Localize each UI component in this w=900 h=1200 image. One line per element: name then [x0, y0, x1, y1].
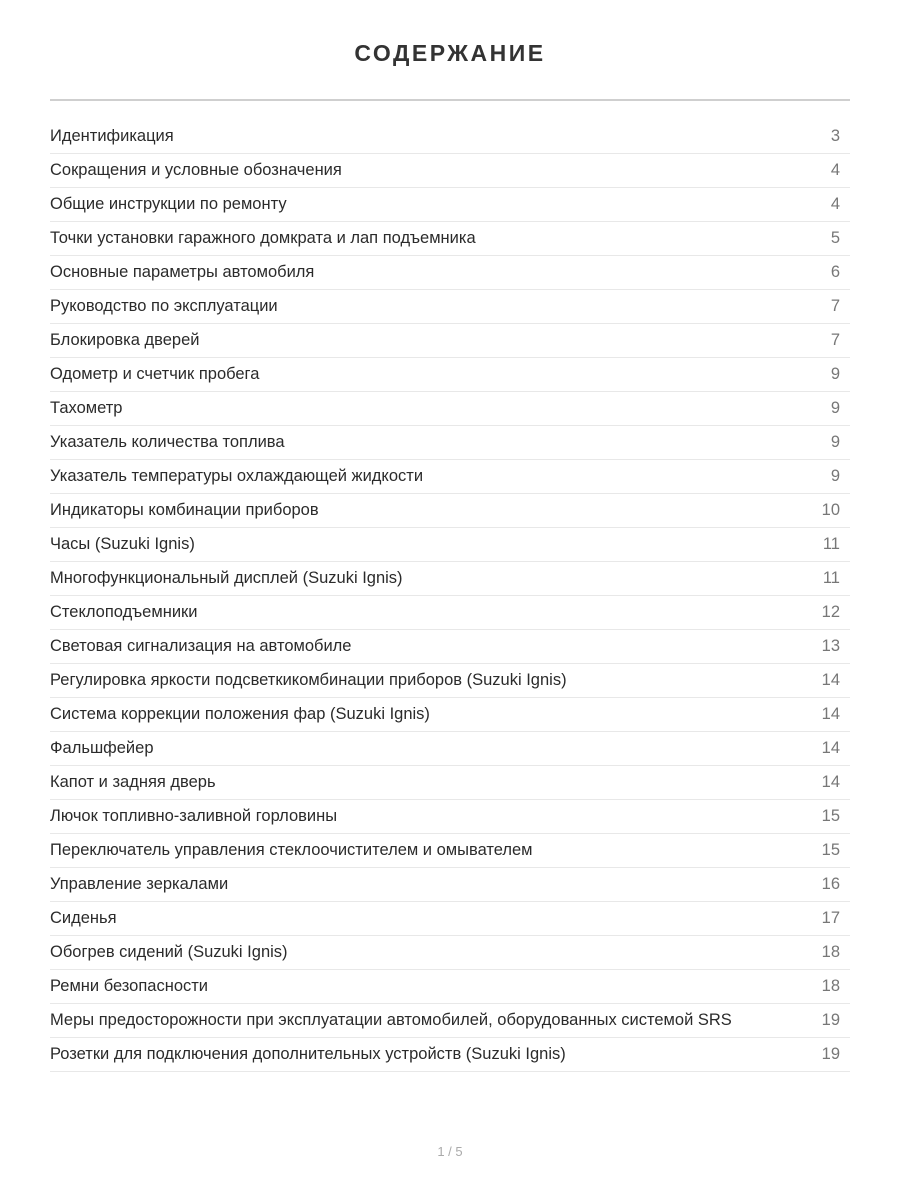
toc-entry-title[interactable]: Стеклоподъемники — [50, 603, 198, 621]
toc-entry[interactable]: Ремни безопасности 18 — [50, 970, 850, 1004]
toc-entry-page: 16 — [821, 875, 840, 893]
toc-entry-title[interactable]: Ремни безопасности — [50, 977, 209, 995]
toc-entry-page: 14 — [821, 739, 840, 757]
toc-entry-page: 12 — [821, 603, 840, 621]
toc-entry-page: 13 — [821, 637, 840, 655]
toc-entry-page: 11 — [822, 535, 840, 553]
toc-entry[interactable]: Световая сигнализация на автомобиле 13 — [50, 630, 850, 664]
toc-entry-page: 3 — [830, 127, 840, 145]
toc-entry[interactable]: Точки установки гаражного домкрата и лап… — [50, 222, 850, 256]
toc-entry[interactable]: Капот и задняя дверь 14 — [50, 766, 850, 800]
toc-entry-page: 9 — [830, 399, 840, 417]
toc-entry-title[interactable]: Обогрев сидений (Suzuki Ignis) — [50, 943, 288, 961]
toc-entry[interactable]: Переключатель управления стеклоочистител… — [50, 834, 850, 868]
toc-entry[interactable]: Фальшфейер 14 — [50, 732, 850, 766]
toc-entry-title[interactable]: Управление зеркалами — [50, 875, 229, 893]
toc-entry-page: 9 — [830, 433, 840, 451]
toc-entry[interactable]: Идентификация 3 — [50, 120, 850, 154]
toc-entry-title[interactable]: Основные параметры автомобиля — [50, 263, 315, 281]
toc-entry[interactable]: Лючок топливно-заливной горловины 15 — [50, 800, 850, 834]
page-title: СОДЕРЖАНИЕ — [354, 40, 546, 66]
table-of-contents: Идентификация 3 Сокращения и условные обоз… — [50, 120, 850, 1072]
toc-entry-title[interactable]: Сокращения и условные обозначения — [50, 161, 342, 179]
toc-entry[interactable]: Общие инструкции по ремонту 4 — [50, 188, 850, 222]
toc-entry-title[interactable]: Блокировка дверей — [50, 331, 200, 349]
toc-entry-page: 18 — [821, 977, 840, 995]
toc-entry[interactable]: Индикаторы комбинации приборов 10 — [50, 494, 850, 528]
toc-entry-page: 19 — [821, 1045, 840, 1063]
toc-entry-title[interactable]: Фальшфейер — [50, 739, 154, 757]
toc-entry-page: 14 — [821, 705, 840, 723]
toc-entry-title[interactable]: Идентификация — [50, 127, 174, 145]
toc-entry-title[interactable]: Указатель температуры охлаждающей жидкос… — [50, 467, 424, 485]
toc-entry-page: 15 — [821, 841, 840, 859]
toc-entry[interactable]: Многофункциональный дисплей (Suzuki Igni… — [50, 562, 850, 596]
toc-entry-page: 9 — [830, 467, 840, 485]
toc-entry-page: 14 — [821, 773, 840, 791]
toc-entry[interactable]: Розетки для подключения дополнительных у… — [50, 1038, 850, 1072]
toc-entry-title[interactable]: Лючок топливно-заливной горловины — [50, 807, 338, 825]
page-indicator: 1 / 5 — [437, 1144, 463, 1159]
toc-entry-page: 14 — [821, 671, 840, 689]
toc-entry-page: 17 — [821, 909, 840, 927]
toc-entry-page: 9 — [830, 365, 840, 383]
toc-entry-page: 18 — [821, 943, 840, 961]
toc-entry-title[interactable]: Сиденья — [50, 909, 117, 927]
toc-entry-title[interactable]: Руководство по эксплуатации — [50, 297, 278, 315]
toc-entry-title[interactable]: Система коррекции положения фар (Suzuki … — [50, 705, 430, 723]
toc-entry-page: 10 — [821, 501, 840, 519]
toc-entry[interactable]: Сиденья 17 — [50, 902, 850, 936]
toc-entry[interactable]: Стеклоподъемники 12 — [50, 596, 850, 630]
toc-entry[interactable]: Обогрев сидений (Suzuki Ignis) 18 — [50, 936, 850, 970]
toc-entry-title[interactable]: Часы (Suzuki Ignis) — [50, 535, 195, 553]
toc-entry[interactable]: Часы (Suzuki Ignis) 11 — [50, 528, 850, 562]
toc-entry[interactable]: Управление зеркалами 16 — [50, 868, 850, 902]
toc-entry[interactable]: Основные параметры автомобиля 6 — [50, 256, 850, 290]
toc-entry-page: 15 — [821, 807, 840, 825]
toc-entry-title[interactable]: Розетки для подключения дополнительных у… — [50, 1045, 566, 1063]
toc-entry[interactable]: Тахометр 9 — [50, 392, 850, 426]
toc-entry-title[interactable]: Индикаторы комбинации приборов — [50, 501, 319, 519]
toc-entry-page: 6 — [830, 263, 840, 281]
toc-entry[interactable]: Регулировка яркости подсветкикомбинации … — [50, 664, 850, 698]
toc-entry[interactable]: Сокращения и условные обозначения 4 — [50, 154, 850, 188]
title-divider — [50, 99, 850, 101]
toc-entry-title[interactable]: Точки установки гаражного домкрата и лап… — [50, 229, 476, 247]
toc-entry-title[interactable]: Тахометр — [50, 399, 123, 417]
toc-entry-title[interactable]: Многофункциональный дисплей (Suzuki Igni… — [50, 569, 403, 587]
toc-entry-page: 4 — [830, 161, 840, 179]
toc-entry-title[interactable]: Регулировка яркости подсветкикомбинации … — [50, 671, 567, 689]
toc-entry-page: 19 — [821, 1011, 840, 1029]
toc-entry-page: 5 — [830, 229, 840, 247]
toc-entry-title[interactable]: Меры предосторожности при эксплуатации а… — [50, 1011, 732, 1029]
toc-entry-title[interactable]: Общие инструкции по ремонту — [50, 195, 287, 213]
toc-entry-page: 7 — [830, 297, 840, 315]
toc-entry[interactable]: Меры предосторожности при эксплуатации а… — [50, 1004, 850, 1038]
toc-entry[interactable]: Указатель количества топлива 9 — [50, 426, 850, 460]
toc-entry-page: 4 — [830, 195, 840, 213]
toc-entry-title[interactable]: Световая сигнализация на автомобиле — [50, 637, 352, 655]
toc-entry[interactable]: Указатель температуры охлаждающей жидкос… — [50, 460, 850, 494]
toc-entry-title[interactable]: Капот и задняя дверь — [50, 773, 216, 791]
toc-entry-title[interactable]: Переключатель управления стеклоочистител… — [50, 841, 533, 859]
toc-entry[interactable]: Система коррекции положения фар (Suzuki … — [50, 698, 850, 732]
toc-entry[interactable]: Блокировка дверей 7 — [50, 324, 850, 358]
toc-entry-title[interactable]: Указатель количества топлива — [50, 433, 285, 451]
toc-entry-page: 11 — [822, 569, 840, 587]
toc-entry-title[interactable]: Одометр и счетчик пробега — [50, 365, 260, 383]
toc-entry-page: 7 — [830, 331, 840, 349]
toc-entry[interactable]: Руководство по эксплуатации 7 — [50, 290, 850, 324]
toc-entry[interactable]: Одометр и счетчик пробега 9 — [50, 358, 850, 392]
